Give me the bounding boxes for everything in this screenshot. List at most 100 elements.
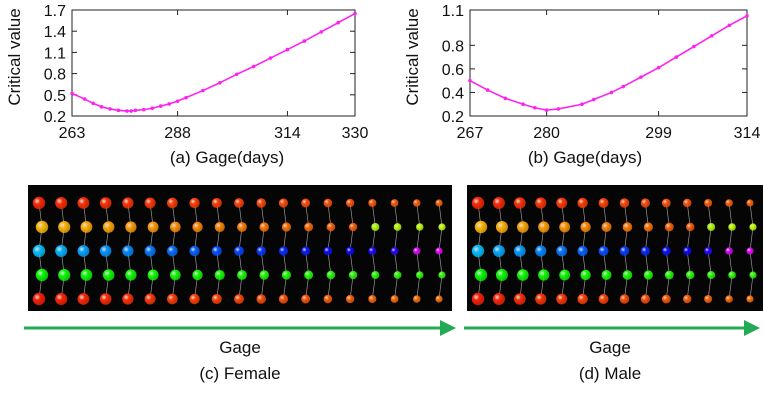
- bead: [749, 271, 757, 279]
- bead: [77, 245, 90, 257]
- gage-label-male: Gage: [589, 338, 631, 357]
- bead: [661, 246, 671, 256]
- bead: [122, 245, 134, 257]
- chart-b: 267 280 299 314 0.2 0.4 0.6 0.8 1.1 Critical valu…: [403, 3, 761, 142]
- data-point: [556, 107, 561, 111]
- data-point: [533, 105, 537, 110]
- data-point: [302, 39, 307, 43]
- bead: [80, 221, 93, 233]
- bead: [598, 198, 609, 208]
- caption-a: (a) Gage(days): [169, 148, 285, 167]
- bead: [281, 222, 292, 232]
- bead: [192, 221, 203, 233]
- data-point: [621, 84, 626, 89]
- data-point: [184, 95, 188, 100]
- bead: [348, 270, 358, 280]
- bead: [125, 221, 137, 233]
- bead: [326, 270, 336, 280]
- bead: [323, 294, 333, 304]
- bead: [99, 293, 112, 305]
- data-point: [353, 11, 357, 16]
- bead: [189, 197, 200, 209]
- bead: [390, 199, 399, 207]
- bead: [55, 244, 68, 258]
- bead: [492, 197, 505, 209]
- bead: [368, 246, 377, 256]
- bead: [746, 199, 754, 207]
- bead: [144, 293, 156, 305]
- bead: [683, 294, 692, 304]
- bead: [707, 223, 716, 231]
- bead: [619, 294, 630, 304]
- series-line: [469, 15, 748, 111]
- data-point: [709, 34, 714, 38]
- bead: [416, 271, 424, 279]
- bead: [435, 199, 443, 207]
- bead: [259, 222, 269, 232]
- bead: [725, 295, 733, 303]
- bead: [371, 222, 380, 232]
- bead: [348, 222, 358, 232]
- bead: [640, 294, 650, 304]
- bead: [746, 247, 754, 255]
- bead: [167, 197, 178, 209]
- data-point: [609, 90, 614, 95]
- bead: [390, 295, 399, 303]
- bead: [683, 246, 692, 256]
- bead: [278, 198, 289, 208]
- bead: [234, 198, 244, 208]
- bead: [368, 198, 377, 208]
- bead: [393, 223, 402, 231]
- bead: [301, 198, 311, 208]
- bead: [619, 198, 630, 208]
- y-axis-label: Critical value: [5, 8, 24, 105]
- bead: [345, 246, 355, 256]
- bead: [580, 269, 591, 281]
- series-line: [71, 12, 356, 112]
- data-point: [745, 14, 749, 18]
- data-point: [727, 23, 732, 28]
- caption-c: (c) Female: [199, 364, 281, 383]
- bead: [214, 269, 225, 281]
- bead: [256, 294, 266, 304]
- bead: [495, 221, 508, 233]
- bead: [686, 222, 695, 232]
- data-point: [108, 107, 112, 111]
- bead: [237, 270, 247, 280]
- x-tick-label: 314: [734, 125, 761, 142]
- bead: [622, 270, 633, 280]
- x-tick-label: 267: [457, 125, 484, 142]
- bead: [368, 294, 377, 304]
- bead: [147, 269, 159, 281]
- data-point: [285, 47, 290, 52]
- bead: [125, 269, 137, 281]
- bead: [102, 269, 115, 281]
- data-point: [99, 105, 104, 109]
- caption-b: (b) Gage(days): [527, 148, 643, 167]
- x-tick-label: 299: [645, 125, 672, 142]
- bead: [58, 220, 71, 234]
- bead: [556, 245, 568, 257]
- y-tick-label: 0.8: [442, 38, 464, 55]
- caption-d: (d) Male: [578, 364, 642, 383]
- bead: [492, 293, 505, 305]
- data-point: [133, 108, 138, 113]
- x-tick-label: 314: [274, 125, 301, 142]
- bead: [535, 245, 547, 257]
- x-tick-label: 263: [59, 125, 86, 142]
- bead: [122, 197, 134, 209]
- data-point: [234, 72, 239, 77]
- data-point: [503, 96, 508, 101]
- bead: [535, 293, 547, 305]
- bead: [640, 246, 650, 256]
- bead: [259, 270, 269, 280]
- bead: [278, 294, 289, 304]
- y-tick-label: 0.2: [44, 109, 66, 126]
- bead: [661, 198, 671, 208]
- bead: [492, 245, 505, 257]
- bead: [413, 199, 421, 207]
- bead: [35, 268, 49, 282]
- bead: [393, 271, 402, 279]
- data-point: [544, 108, 549, 112]
- bead: [32, 244, 46, 258]
